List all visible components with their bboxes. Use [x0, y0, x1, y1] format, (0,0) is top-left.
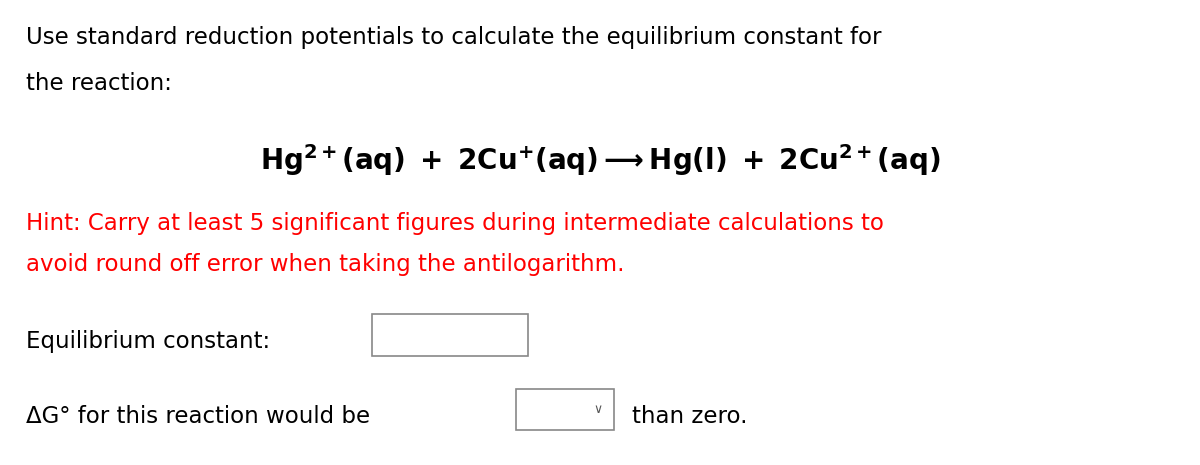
Text: Hint: Carry at least 5 significant figures during intermediate calculations to: Hint: Carry at least 5 significant figur… [26, 212, 884, 234]
Text: ΔG° for this reaction would be: ΔG° for this reaction would be [26, 405, 371, 427]
FancyBboxPatch shape [516, 389, 614, 430]
Text: $\mathbf{Hg^{2+}(aq)\ +\ 2Cu^{+}(aq){\longrightarrow}Hg(l)\ +\ 2Cu^{2+}(aq)}$: $\mathbf{Hg^{2+}(aq)\ +\ 2Cu^{+}(aq){\lo… [259, 142, 941, 178]
Text: Use standard reduction potentials to calculate the equilibrium constant for: Use standard reduction potentials to cal… [26, 26, 882, 48]
FancyBboxPatch shape [372, 314, 528, 356]
Text: the reaction:: the reaction: [26, 72, 173, 95]
Text: Equilibrium constant:: Equilibrium constant: [26, 330, 270, 353]
Text: than zero.: than zero. [632, 405, 748, 427]
Text: ∨: ∨ [593, 403, 602, 416]
Text: avoid round off error when taking the antilogarithm.: avoid round off error when taking the an… [26, 253, 625, 276]
